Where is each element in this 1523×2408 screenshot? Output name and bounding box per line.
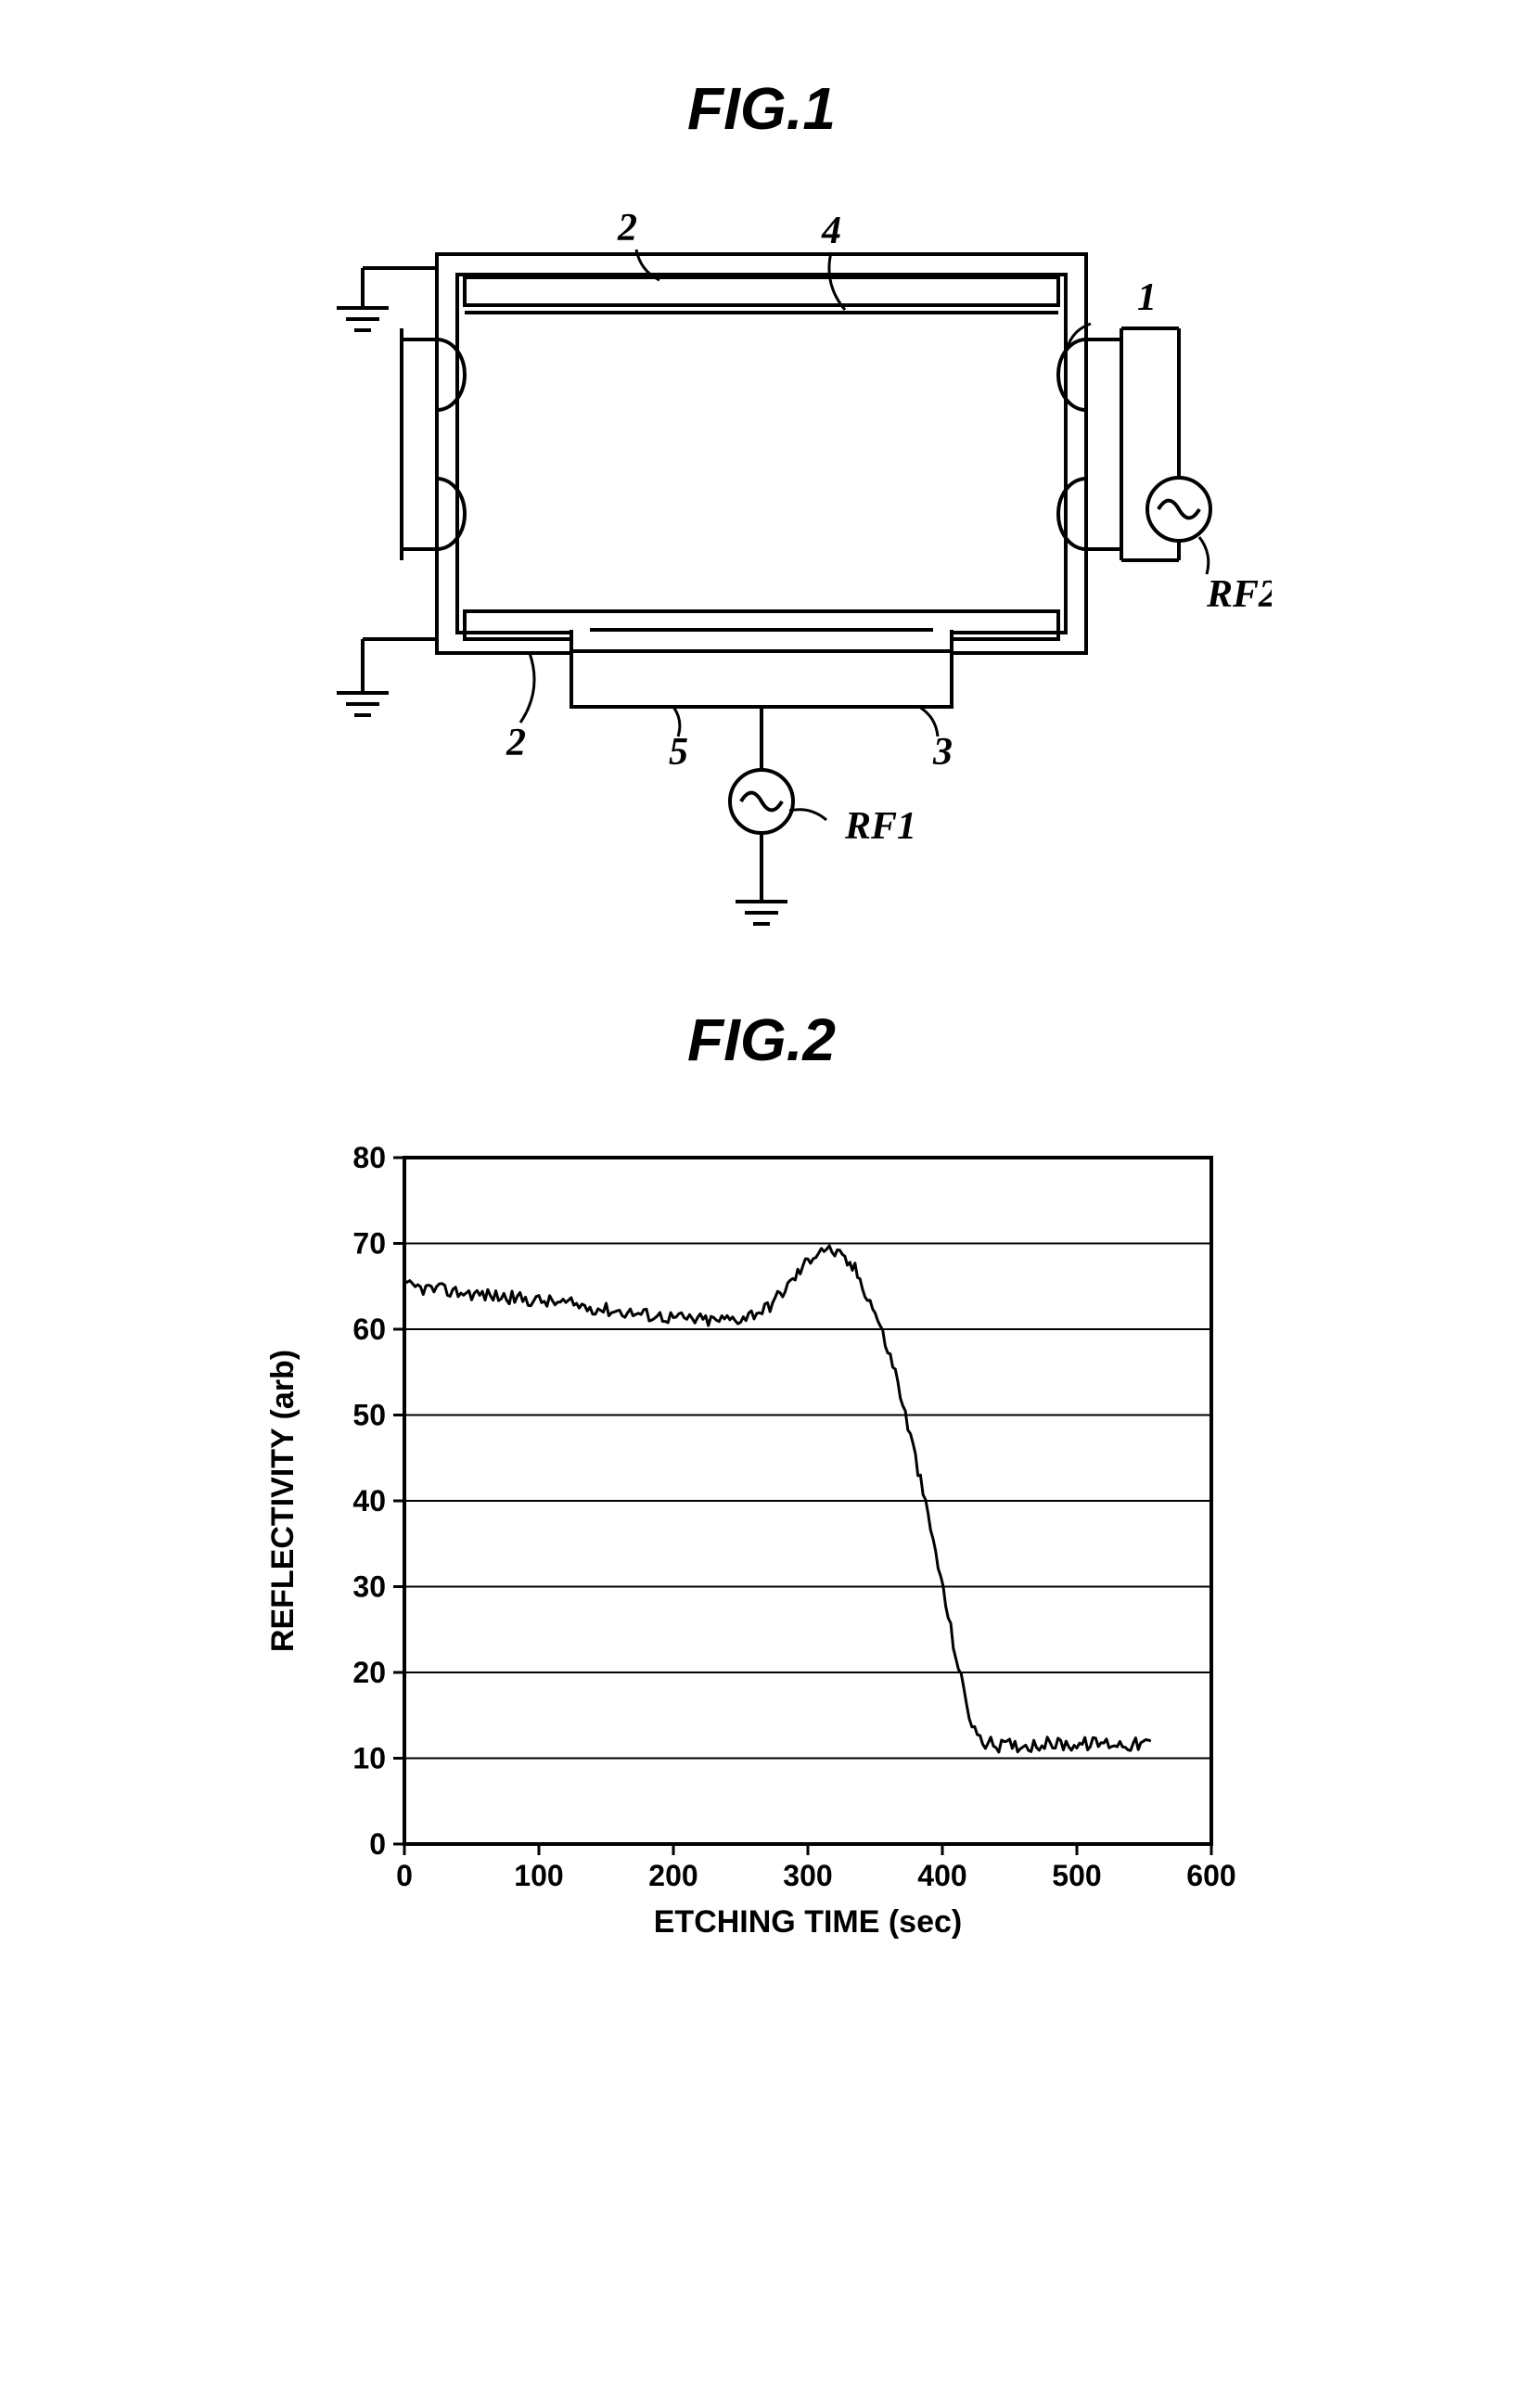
svg-text:50: 50 (352, 1399, 386, 1432)
svg-text:20: 20 (352, 1656, 386, 1689)
svg-text:600: 600 (1186, 1859, 1235, 1892)
svg-text:200: 200 (648, 1859, 698, 1892)
svg-text:4: 4 (821, 210, 841, 252)
svg-text:30: 30 (352, 1570, 386, 1604)
svg-text:REFLECTIVITY (arb): REFLECTIVITY (arb) (265, 1350, 301, 1652)
fig1-diagram: 1 2 2 3 4 5 RF1 RF2 (251, 171, 1272, 968)
fig2-title: FIG.2 (37, 1005, 1486, 1074)
svg-text:2: 2 (617, 207, 637, 250)
page: FIG.1 122345RF1RF2 FIG.2 010020030040050… (37, 74, 1486, 1955)
svg-text:1: 1 (1137, 276, 1157, 319)
svg-text:500: 500 (1052, 1859, 1101, 1892)
svg-text:60: 60 (352, 1313, 386, 1346)
svg-text:400: 400 (917, 1859, 966, 1892)
svg-text:10: 10 (352, 1742, 386, 1775)
svg-text:3: 3 (932, 731, 953, 774)
svg-text:100: 100 (514, 1859, 563, 1892)
fig2-chart: 0 100 200 300 400 500 600 0 10 20 30 40 50 60 70 80 ETCH… (228, 1102, 1295, 1955)
fig1-title: FIG.1 (37, 74, 1486, 143)
svg-text:40: 40 (352, 1484, 386, 1518)
svg-text:RF2: RF2 (1206, 573, 1272, 616)
svg-text:0: 0 (396, 1859, 413, 1892)
svg-text:5: 5 (669, 731, 688, 774)
svg-text:0: 0 (369, 1827, 386, 1861)
fig1-container: 1 2 2 3 4 5 RF1 RF2 (37, 171, 1486, 968)
svg-text:300: 300 (783, 1859, 832, 1892)
fig2-container: 0 100 200 300 400 500 600 0 10 20 30 40 50 60 70 80 ETCH… (37, 1102, 1486, 1955)
svg-text:RF1: RF1 (844, 805, 916, 848)
svg-text:ETCHING TIME (sec): ETCHING TIME (sec) (654, 1904, 962, 1940)
svg-text:70: 70 (352, 1227, 386, 1261)
svg-text:2: 2 (506, 722, 526, 764)
svg-text:80: 80 (352, 1141, 386, 1174)
